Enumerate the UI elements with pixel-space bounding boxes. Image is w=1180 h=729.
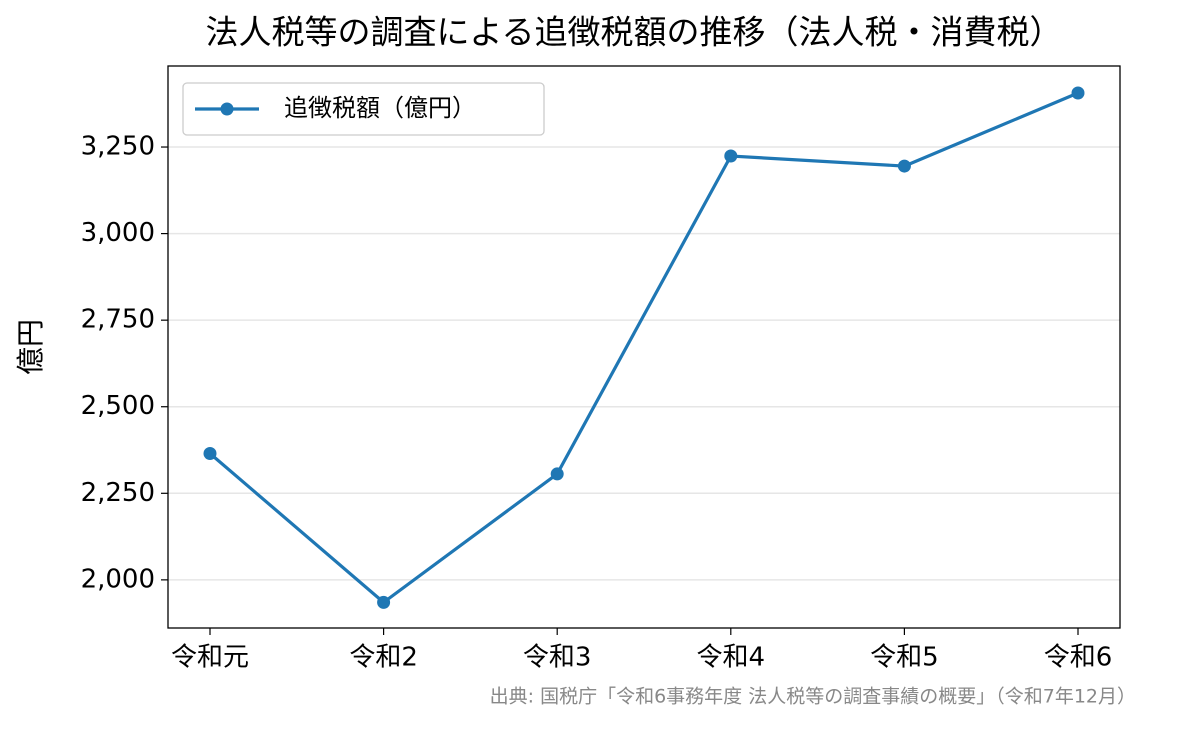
legend-label: 追徴税額（億円） bbox=[284, 94, 476, 122]
x-tick-label: 令和3 bbox=[523, 643, 592, 673]
x-tick-label: 令和5 bbox=[870, 643, 939, 673]
y-tick-label: 3,250 bbox=[81, 132, 155, 162]
line bbox=[208, 91, 1079, 605]
plot-frame bbox=[167, 65, 1121, 629]
x-tick-label: 令和4 bbox=[697, 643, 766, 673]
point bbox=[550, 467, 564, 481]
point bbox=[203, 446, 217, 460]
y-tick-label: 2,000 bbox=[81, 564, 155, 594]
y-tick-label: 2,250 bbox=[81, 478, 155, 508]
y-tick-label: 2,500 bbox=[81, 391, 155, 421]
x-tick-label: 令和元 bbox=[171, 643, 249, 673]
point bbox=[897, 159, 911, 173]
x-tick-label: 令和6 bbox=[1044, 643, 1113, 673]
y-tick-label: 3,000 bbox=[81, 218, 155, 248]
y-axis-label: 億円 bbox=[14, 319, 47, 375]
y-tick-label: 2,750 bbox=[81, 305, 155, 335]
point bbox=[377, 595, 391, 609]
chart-title: 法人税等の調査による追徴税額の推移（法人税・消費税） bbox=[205, 13, 1062, 52]
legend-marker bbox=[220, 102, 234, 116]
x-tick-label: 令和2 bbox=[349, 643, 418, 673]
legend-box bbox=[182, 82, 545, 136]
point bbox=[1071, 86, 1085, 100]
point bbox=[724, 149, 738, 163]
source-note: 出典: 国税庁「令和6事務年度 法人税等の調査事績の概要」（令和7年12月） bbox=[490, 686, 1136, 708]
legend: 追徴税額（億円） bbox=[182, 82, 545, 136]
